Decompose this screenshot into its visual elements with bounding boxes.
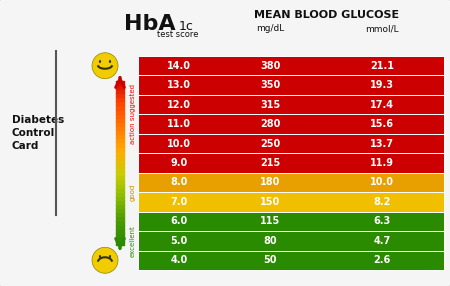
Circle shape (92, 247, 118, 273)
Text: 10.0: 10.0 (370, 177, 394, 187)
Text: 150: 150 (260, 197, 280, 207)
Text: test score: test score (157, 30, 198, 39)
Bar (138, 56, 444, 76)
Bar (138, 173, 444, 192)
Text: excellent: excellent (130, 225, 136, 257)
Text: Diabetes
Control
Card: Diabetes Control Card (12, 115, 64, 151)
Text: 10.0: 10.0 (167, 138, 191, 148)
Text: 180: 180 (260, 177, 280, 187)
Text: 11.9: 11.9 (370, 158, 394, 168)
Circle shape (92, 53, 118, 79)
Text: MEAN BLOOD GLUCOSE: MEAN BLOOD GLUCOSE (254, 10, 399, 20)
Text: HbA: HbA (124, 14, 176, 34)
Bar (138, 251, 444, 270)
Bar (138, 153, 444, 173)
Text: 14.0: 14.0 (167, 61, 191, 71)
Text: 9.0: 9.0 (171, 158, 188, 168)
Text: 6.0: 6.0 (171, 217, 188, 226)
Text: 6.3: 6.3 (374, 217, 391, 226)
Text: 80: 80 (264, 236, 277, 246)
Text: 280: 280 (260, 119, 280, 129)
Bar (138, 76, 444, 95)
Text: 15.6: 15.6 (370, 119, 394, 129)
Text: 50: 50 (264, 255, 277, 265)
Text: 17.4: 17.4 (370, 100, 394, 110)
Text: 380: 380 (260, 61, 280, 71)
Text: mg/dL: mg/dL (256, 24, 284, 33)
Bar (138, 192, 444, 212)
Text: action suggested: action suggested (130, 84, 136, 144)
Text: 8.0: 8.0 (171, 177, 188, 187)
Text: 7.0: 7.0 (171, 197, 188, 207)
Text: 21.1: 21.1 (370, 61, 394, 71)
Bar (138, 95, 444, 114)
Bar (138, 212, 444, 231)
Text: 11.0: 11.0 (167, 119, 191, 129)
Text: 250: 250 (260, 138, 280, 148)
Text: 4.0: 4.0 (171, 255, 188, 265)
Text: 13.0: 13.0 (167, 80, 191, 90)
Text: 350: 350 (260, 80, 280, 90)
Text: 8.2: 8.2 (374, 197, 391, 207)
Text: 19.3: 19.3 (370, 80, 394, 90)
Text: 215: 215 (260, 158, 280, 168)
Bar (138, 134, 444, 153)
Text: mmol/L: mmol/L (365, 24, 399, 33)
Text: good: good (130, 184, 136, 201)
Bar (138, 114, 444, 134)
Text: 1c: 1c (179, 20, 194, 33)
Text: 5.0: 5.0 (171, 236, 188, 246)
Text: 2.6: 2.6 (374, 255, 391, 265)
Text: 315: 315 (260, 100, 280, 110)
Text: 4.7: 4.7 (374, 236, 391, 246)
Text: 12.0: 12.0 (167, 100, 191, 110)
Bar (138, 231, 444, 251)
Text: 13.7: 13.7 (370, 138, 394, 148)
Text: 115: 115 (260, 217, 280, 226)
